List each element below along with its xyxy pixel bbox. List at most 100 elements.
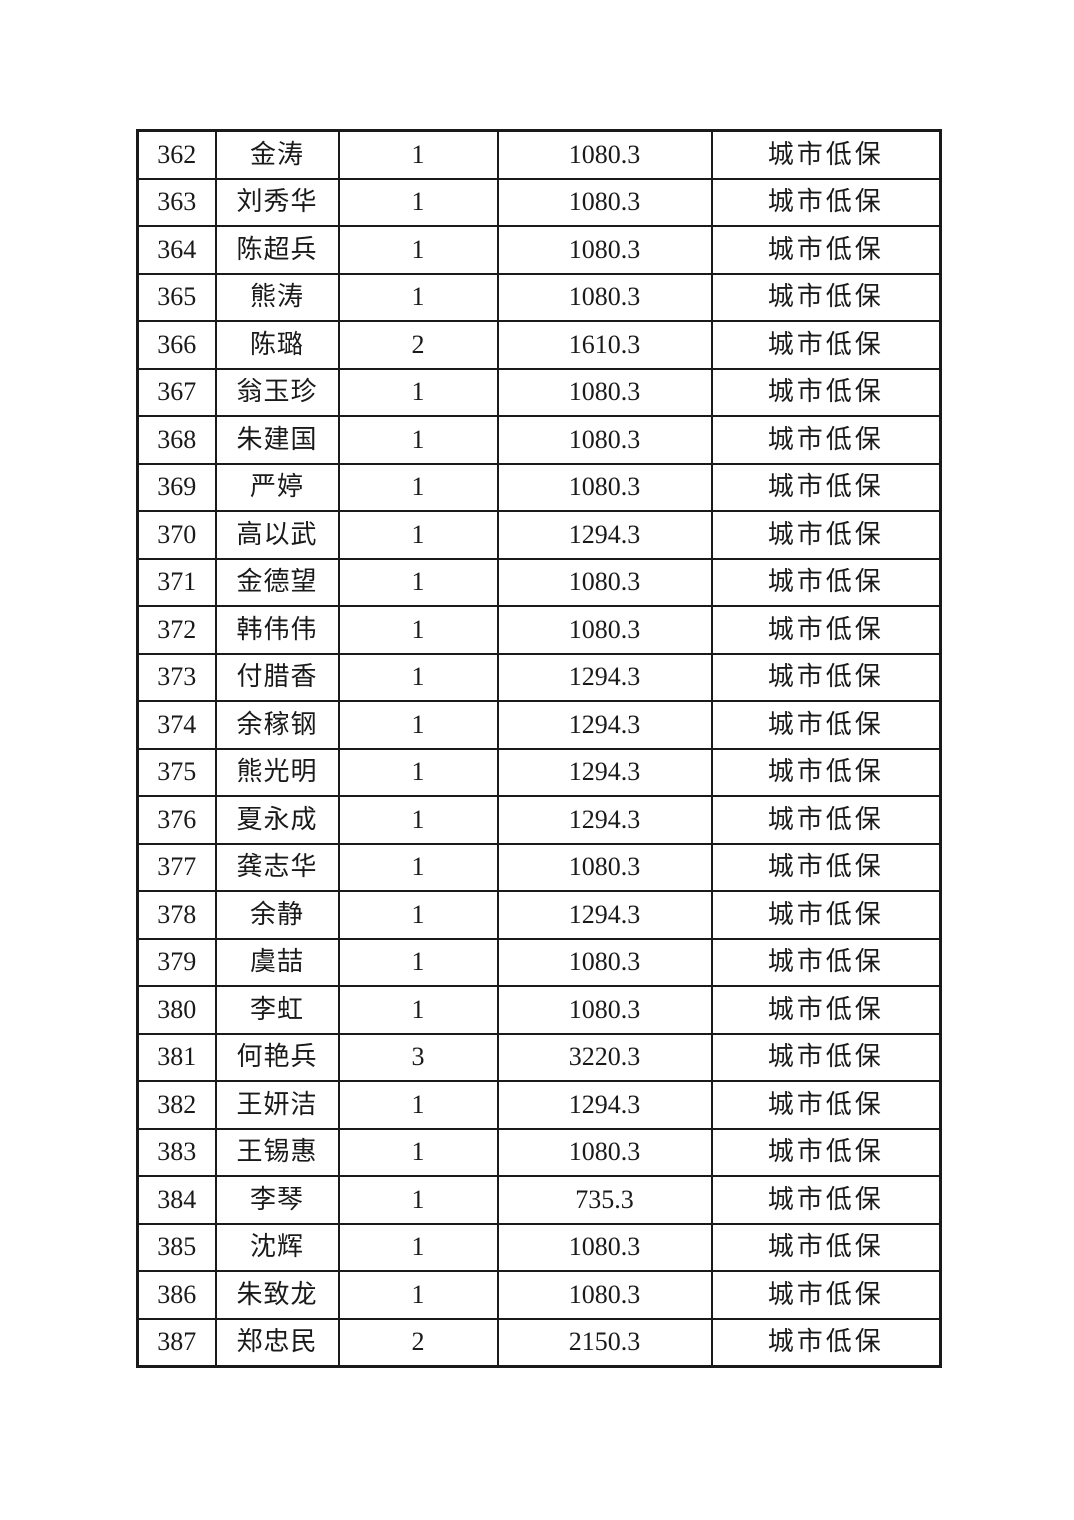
cell-person-count: 2 xyxy=(337,320,499,370)
cell-category: 城市低保 xyxy=(710,510,942,560)
cell-amount: 1294.3 xyxy=(496,510,713,560)
cell-amount: 1294.3 xyxy=(496,890,713,940)
cell-serial-number: 362 xyxy=(136,129,217,180)
table-row: 382 王妍洁 1 1294.3 城市低保 xyxy=(136,1080,942,1130)
cell-person-name: 熊涛 xyxy=(214,272,340,322)
cell-category: 城市低保 xyxy=(710,1127,942,1177)
table-row: 373 付腊香 1 1294.3 城市低保 xyxy=(136,652,942,702)
cell-person-name: 李琴 xyxy=(214,1175,340,1225)
cell-person-name: 刘秀华 xyxy=(214,177,340,227)
cell-person-name: 高以武 xyxy=(214,510,340,560)
cell-amount: 1080.3 xyxy=(496,367,713,417)
table-row: 367 翁玉珍 1 1080.3 城市低保 xyxy=(136,367,942,417)
cell-person-name: 王妍洁 xyxy=(214,1080,340,1130)
cell-category: 城市低保 xyxy=(710,842,942,892)
cell-amount: 1080.3 xyxy=(496,1127,713,1177)
cell-amount: 1294.3 xyxy=(496,700,713,750)
cell-person-name: 金涛 xyxy=(214,129,340,180)
cell-person-name: 王锡惠 xyxy=(214,1127,340,1177)
cell-category: 城市低保 xyxy=(710,462,942,512)
cell-person-name: 夏永成 xyxy=(214,795,340,845)
cell-person-name: 朱建国 xyxy=(214,415,340,465)
cell-person-count: 1 xyxy=(337,890,499,940)
cell-person-name: 严婷 xyxy=(214,462,340,512)
cell-amount: 1080.3 xyxy=(496,225,713,275)
cell-category: 城市低保 xyxy=(710,225,942,275)
table-row: 372 韩伟伟 1 1080.3 城市低保 xyxy=(136,605,942,655)
cell-category: 城市低保 xyxy=(710,557,942,607)
cell-person-count: 1 xyxy=(337,557,499,607)
cell-person-count: 2 xyxy=(337,1317,499,1368)
cell-person-name: 余稼钢 xyxy=(214,700,340,750)
cell-category: 城市低保 xyxy=(710,747,942,797)
cell-serial-number: 372 xyxy=(136,605,217,655)
cell-person-count: 1 xyxy=(337,272,499,322)
cell-category: 城市低保 xyxy=(710,1175,942,1225)
cell-category: 城市低保 xyxy=(710,1032,942,1082)
cell-serial-number: 373 xyxy=(136,652,217,702)
cell-person-name: 熊光明 xyxy=(214,747,340,797)
cell-serial-number: 387 xyxy=(136,1317,217,1368)
table-row: 364 陈超兵 1 1080.3 城市低保 xyxy=(136,225,942,275)
cell-person-name: 李虹 xyxy=(214,985,340,1035)
table-row: 386 朱致龙 1 1080.3 城市低保 xyxy=(136,1270,942,1320)
cell-category: 城市低保 xyxy=(710,985,942,1035)
cell-person-name: 陈超兵 xyxy=(214,225,340,275)
cell-category: 城市低保 xyxy=(710,415,942,465)
cell-person-name: 龚志华 xyxy=(214,842,340,892)
cell-person-name: 何艳兵 xyxy=(214,1032,340,1082)
cell-amount: 1080.3 xyxy=(496,415,713,465)
cell-amount: 1080.3 xyxy=(496,557,713,607)
cell-person-count: 1 xyxy=(337,937,499,987)
cell-amount: 1080.3 xyxy=(496,605,713,655)
cell-person-count: 1 xyxy=(337,462,499,512)
cell-serial-number: 385 xyxy=(136,1222,217,1272)
cell-person-name: 虞喆 xyxy=(214,937,340,987)
cell-amount: 1080.3 xyxy=(496,985,713,1035)
table-body: 362 金涛 1 1080.3 城市低保 363 刘秀华 1 1080.3 城市… xyxy=(136,129,942,1368)
cell-serial-number: 377 xyxy=(136,842,217,892)
cell-person-count: 1 xyxy=(337,747,499,797)
cell-category: 城市低保 xyxy=(710,1270,942,1320)
cell-person-count: 1 xyxy=(337,510,499,560)
table-row: 385 沈辉 1 1080.3 城市低保 xyxy=(136,1222,942,1272)
cell-amount: 1294.3 xyxy=(496,652,713,702)
cell-person-count: 1 xyxy=(337,985,499,1035)
cell-person-count: 1 xyxy=(337,605,499,655)
cell-serial-number: 375 xyxy=(136,747,217,797)
cell-amount: 1080.3 xyxy=(496,1270,713,1320)
cell-serial-number: 371 xyxy=(136,557,217,607)
cell-category: 城市低保 xyxy=(710,795,942,845)
cell-person-count: 1 xyxy=(337,652,499,702)
table-row: 378 余静 1 1294.3 城市低保 xyxy=(136,890,942,940)
cell-serial-number: 378 xyxy=(136,890,217,940)
cell-serial-number: 363 xyxy=(136,177,217,227)
cell-person-count: 1 xyxy=(337,795,499,845)
cell-person-name: 韩伟伟 xyxy=(214,605,340,655)
benefits-table: 362 金涛 1 1080.3 城市低保 363 刘秀华 1 1080.3 城市… xyxy=(136,129,942,1368)
cell-amount: 1080.3 xyxy=(496,272,713,322)
cell-person-count: 1 xyxy=(337,1175,499,1225)
cell-amount: 1294.3 xyxy=(496,1080,713,1130)
cell-person-count: 1 xyxy=(337,1270,499,1320)
table-row: 366 陈璐 2 1610.3 城市低保 xyxy=(136,320,942,370)
cell-amount: 1080.3 xyxy=(496,1222,713,1272)
cell-serial-number: 374 xyxy=(136,700,217,750)
cell-person-name: 翁玉珍 xyxy=(214,367,340,417)
cell-amount: 1294.3 xyxy=(496,795,713,845)
table-row: 381 何艳兵 3 3220.3 城市低保 xyxy=(136,1032,942,1082)
cell-category: 城市低保 xyxy=(710,177,942,227)
cell-person-count: 1 xyxy=(337,415,499,465)
cell-serial-number: 379 xyxy=(136,937,217,987)
table-row: 370 高以武 1 1294.3 城市低保 xyxy=(136,510,942,560)
table-row: 384 李琴 1 735.3 城市低保 xyxy=(136,1175,942,1225)
table-row: 365 熊涛 1 1080.3 城市低保 xyxy=(136,272,942,322)
cell-serial-number: 380 xyxy=(136,985,217,1035)
cell-serial-number: 384 xyxy=(136,1175,217,1225)
table-row: 374 余稼钢 1 1294.3 城市低保 xyxy=(136,700,942,750)
cell-person-count: 1 xyxy=(337,700,499,750)
cell-serial-number: 364 xyxy=(136,225,217,275)
cell-person-count: 1 xyxy=(337,367,499,417)
cell-amount: 1080.3 xyxy=(496,129,713,180)
cell-person-count: 1 xyxy=(337,1127,499,1177)
